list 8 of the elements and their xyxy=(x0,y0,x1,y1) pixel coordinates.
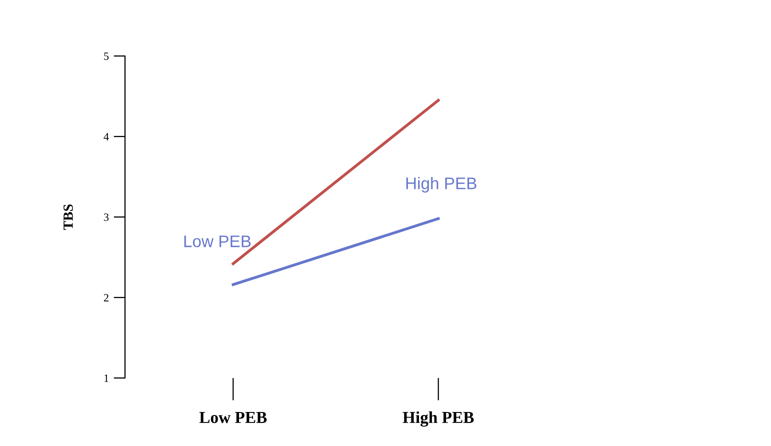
annotation: Low PEB xyxy=(184,236,251,248)
y-tick-label: 2 xyxy=(104,294,108,302)
y-tick-label: 5 xyxy=(104,52,109,60)
y-tick-label: 3 xyxy=(104,213,109,221)
y-axis-title: TBS xyxy=(64,204,73,230)
annotation: High PEB xyxy=(406,177,476,193)
y-tick-label: 1 xyxy=(104,374,108,382)
y-tick-label: 4 xyxy=(104,133,109,140)
